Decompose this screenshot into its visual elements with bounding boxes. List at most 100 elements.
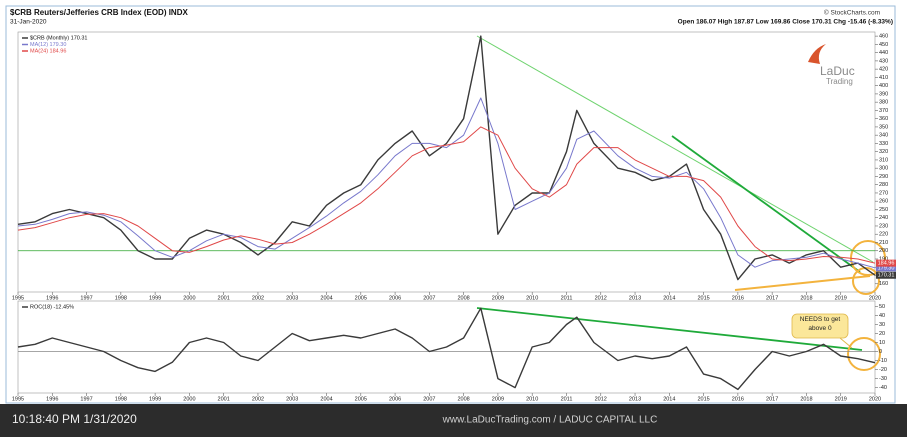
x-tick-label: 2004 — [320, 396, 332, 402]
series-line — [17, 97, 876, 269]
y-tick-label: 210 — [879, 240, 888, 246]
trend-line — [476, 307, 863, 351]
x-tick-label: 2003 — [286, 396, 298, 402]
legend-label: ROC(18) -12.45% — [30, 304, 74, 310]
y-tick-label: 320 — [879, 149, 888, 155]
footer-bar — [0, 404, 907, 437]
y-tick-label: -30 — [879, 376, 887, 382]
y-tick-label: 20 — [879, 331, 885, 337]
x-tick-label: 2006 — [389, 295, 401, 301]
x-tick-label: 1996 — [46, 396, 58, 402]
y-tick-label: 440 — [879, 50, 888, 56]
x-tick-label: 2005 — [355, 396, 367, 402]
y-tick-label: 260 — [879, 199, 888, 205]
x-tick-label: 1995 — [12, 295, 24, 301]
last-value-label: 184.96 — [878, 261, 895, 267]
series-line — [17, 307, 876, 391]
x-tick-label: 2016 — [732, 295, 744, 301]
price-panel — [17, 31, 876, 293]
legend-label: MA(12) 179.30 — [30, 42, 66, 48]
x-tick-label: 2012 — [595, 396, 607, 402]
trend-line — [671, 135, 861, 273]
y-tick-label: 380 — [879, 100, 888, 106]
chart-title: $CRB Reuters/Jefferies CRB Index (EOD) I… — [10, 8, 188, 17]
x-tick-label: 2014 — [663, 396, 675, 402]
x-tick-label: 2002 — [252, 295, 264, 301]
legend-label: $CRB (Monthly) 170.31 — [30, 35, 87, 41]
y-tick-label: 330 — [879, 141, 888, 147]
x-tick-label: 2015 — [697, 396, 709, 402]
series-line — [17, 35, 876, 281]
last-value-label: 170.31 — [878, 273, 895, 279]
x-tick-label: 2005 — [355, 295, 367, 301]
y-tick-label: 360 — [879, 116, 888, 122]
x-tick-label: 2020 — [869, 396, 881, 402]
x-tick-label: 1998 — [115, 396, 127, 402]
callout: NEEDS to get above 0 — [799, 316, 841, 332]
x-tick-label: 2004 — [320, 295, 332, 301]
y-tick-label: 0 — [879, 349, 882, 355]
plots: 1601701801902002102202302402502602702802… — [12, 34, 896, 402]
callout-pointer — [839, 337, 853, 349]
callout-box — [791, 313, 849, 339]
trend-line — [476, 35, 874, 263]
x-tick-label: 2016 — [732, 396, 744, 402]
y-tick-label: -20 — [879, 367, 887, 373]
x-tick-label: 2010 — [526, 295, 538, 301]
y-tick-label: 290 — [879, 174, 888, 180]
y-tick-label: 270 — [879, 190, 888, 196]
x-tick-label: 2013 — [629, 295, 641, 301]
x-tick-label: 2013 — [629, 396, 641, 402]
y-tick-label: 50 — [879, 304, 885, 310]
y-tick-label: 390 — [879, 91, 888, 97]
x-tick-label: 2018 — [800, 295, 812, 301]
y-tick-label: -10 — [879, 358, 887, 364]
y-tick-label: 160 — [879, 281, 888, 287]
x-tick-label: 2007 — [423, 295, 435, 301]
last-value-box — [876, 271, 896, 279]
x-tick-label: 2001 — [218, 295, 230, 301]
footer-time: 10:18:40 PM 1/31/2020 — [12, 412, 137, 426]
y-tick-label: 190 — [879, 256, 888, 262]
x-tick-label: 2018 — [800, 396, 812, 402]
x-tick-label: 1997 — [80, 295, 92, 301]
credit: © StockCharts.com — [824, 9, 880, 17]
x-tick-label: 2019 — [835, 295, 847, 301]
callout-text: NEEDS to get above 0 — [799, 316, 841, 332]
footer-site: www.LaDucTrading.com / LADUC CAPITAL LLC — [442, 415, 658, 426]
y-tick-label: 340 — [879, 133, 888, 139]
logo-text: LaDuc — [820, 64, 855, 78]
quote: Open 186.07 High 187.87 Low 169.86 Close… — [678, 19, 893, 26]
y-tick-label: 400 — [879, 83, 888, 89]
x-tick-label: 2015 — [697, 295, 709, 301]
x-tick-label: 2000 — [183, 295, 195, 301]
x-tick-label: 2009 — [492, 295, 504, 301]
y-tick-label: 280 — [879, 182, 888, 188]
x-tick-label: 2009 — [492, 396, 504, 402]
x-tick-label: 2008 — [458, 396, 470, 402]
x-tick-label: 1996 — [46, 295, 58, 301]
x-tick-label: 2003 — [286, 295, 298, 301]
x-tick-label: 2001 — [218, 396, 230, 402]
y-tick-label: 250 — [879, 207, 888, 213]
y-tick-label: 420 — [879, 67, 888, 73]
x-tick-label: 2000 — [183, 396, 195, 402]
chart-date: 31-Jan-2020 — [10, 19, 47, 26]
x-tick-label: 2006 — [389, 396, 401, 402]
x-tick-label: 2008 — [458, 295, 470, 301]
logo-mark — [808, 44, 826, 64]
y-tick-label: -40 — [879, 385, 887, 391]
legend-label: MA(24) 184.96 — [30, 48, 66, 54]
logo-text: Trading — [826, 77, 853, 86]
y-tick-label: 370 — [879, 108, 888, 114]
x-tick-label: 2019 — [835, 396, 847, 402]
x-tick-label: 2011 — [561, 396, 573, 402]
x-tick-label: 1998 — [115, 295, 127, 301]
y-tick-label: 30 — [879, 322, 885, 328]
y-tick-label: 240 — [879, 215, 888, 221]
y-tick-label: 40 — [879, 313, 885, 319]
x-tick-label: 2002 — [252, 396, 264, 402]
x-tick-label: 2012 — [595, 295, 607, 301]
x-tick-label: 2017 — [766, 295, 778, 301]
